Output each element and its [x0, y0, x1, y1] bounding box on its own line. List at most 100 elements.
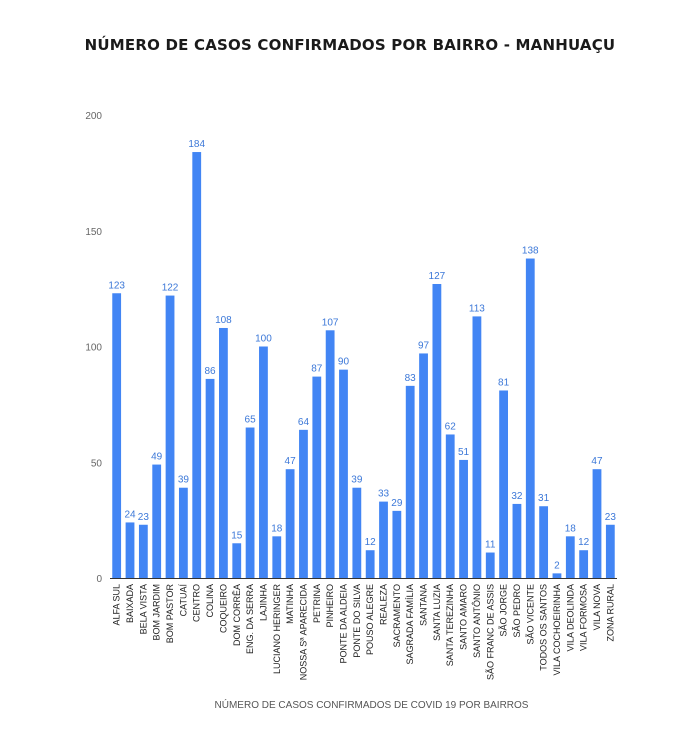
category-label: SANTA TEREZINHA: [445, 584, 455, 666]
data-label: 47: [591, 456, 603, 467]
y-tick-label: 50: [91, 458, 103, 469]
data-label: 100: [255, 334, 272, 345]
chart-title: NÚMERO DE CASOS CONFIRMADOS POR BAIRRO -…: [84, 36, 616, 54]
category-label: BELA VISTA: [138, 584, 148, 634]
data-label: 31: [538, 493, 550, 504]
data-label: 83: [405, 373, 417, 384]
data-label: 81: [498, 377, 510, 388]
category-label: ALFA SUL: [112, 584, 122, 626]
y-axis: 0 50 100 150 200: [85, 111, 102, 585]
data-label: 32: [511, 491, 523, 502]
category-label: PONTE DO SILVA: [352, 584, 362, 658]
category-label: LAJINHA: [258, 584, 268, 621]
data-label: 90: [338, 357, 350, 368]
bar: [459, 459, 468, 578]
bars: [112, 152, 615, 579]
category-label: SACRAMENTO: [392, 584, 402, 647]
data-label: 108: [215, 315, 232, 326]
category-label: PETRINA: [312, 584, 322, 623]
data-label: 29: [391, 498, 403, 509]
category-label: SAGRADA FAMÍLIA: [405, 584, 415, 665]
data-label: 39: [178, 475, 190, 486]
category-label: PONTE DA ALDEIA: [338, 584, 348, 664]
category-label: CATUAÍ: [178, 584, 188, 617]
data-label: 113: [469, 303, 485, 314]
bar: [365, 550, 375, 578]
bar: [285, 469, 295, 578]
category-label: VILA NOVA: [592, 584, 602, 630]
category-label: VILA DEOLINDA: [565, 584, 575, 652]
bar: [419, 353, 428, 578]
bar: [325, 330, 335, 578]
data-label: 87: [311, 364, 323, 375]
data-label: 15: [231, 530, 243, 541]
category-label: BAIXADA: [125, 584, 135, 623]
data-label: 107: [322, 317, 339, 328]
category-label: COLINA: [205, 584, 215, 618]
data-label: 127: [429, 271, 446, 282]
category-label: VILA COCHOEIRINHA: [552, 584, 562, 676]
data-label: 18: [271, 523, 283, 534]
bar: [592, 469, 602, 578]
bar: [165, 295, 175, 578]
category-label: ZONA RURAL: [605, 584, 615, 642]
bar: [499, 390, 508, 578]
category-label: CENTRO: [192, 584, 202, 622]
category-label: ENG. DA SERRA: [245, 584, 255, 654]
data-label: 47: [285, 456, 297, 467]
category-label: VILA FORMOSA: [579, 584, 589, 651]
bar: [485, 552, 495, 578]
category-label: LUCIANO HERINGER: [272, 584, 282, 675]
bar: [379, 501, 388, 578]
bar: [192, 152, 202, 579]
data-label: 23: [605, 512, 617, 523]
category-label: TODOS OS SANTOS: [539, 584, 549, 671]
category-label: DOM CORRÊA: [232, 584, 242, 646]
bar: [472, 316, 482, 578]
category-label: SÃO PEDRO: [512, 584, 522, 638]
category-label: SANTO ANTÔNIO: [472, 584, 482, 658]
y-tick-label: 150: [85, 227, 102, 238]
bar: [152, 464, 162, 578]
data-label: 12: [578, 537, 590, 548]
data-label: 184: [188, 139, 205, 150]
y-tick-label: 100: [85, 343, 102, 354]
bar: [339, 369, 348, 578]
bar: [125, 522, 135, 578]
bar: [539, 506, 549, 578]
data-label: 24: [124, 509, 136, 520]
category-label: REALEZA: [379, 584, 389, 625]
data-label: 138: [522, 246, 539, 257]
bar: [552, 573, 562, 578]
bar: [219, 327, 228, 578]
bar: [138, 524, 148, 578]
data-label: 65: [245, 415, 257, 426]
data-label: 86: [205, 366, 217, 377]
y-tick-label: 200: [85, 111, 102, 122]
category-label: SÃO JORGE: [499, 584, 509, 637]
data-label: 11: [485, 540, 496, 551]
bar: [605, 524, 615, 578]
y-tick-label: 0: [96, 574, 102, 585]
category-label: BOM JARDIM: [152, 584, 162, 641]
data-label: 33: [378, 489, 390, 500]
bar: [112, 293, 122, 578]
category-label: NOSSA Sª APARECIDA: [298, 584, 308, 680]
data-label: 123: [108, 280, 125, 291]
data-label: 2: [554, 560, 560, 571]
data-label: 62: [445, 421, 457, 432]
category-label: BOM PASTOR: [165, 584, 175, 644]
data-label: 49: [151, 452, 163, 463]
bar: [259, 346, 268, 578]
bar: [432, 283, 442, 578]
bar: [392, 510, 402, 578]
category-label: PINHEIRO: [325, 584, 335, 628]
category-label: MATINHA: [285, 584, 295, 624]
category-label: COQUEIRO: [218, 584, 228, 633]
category-label: SANTANA: [419, 584, 429, 626]
data-label: 39: [351, 475, 363, 486]
bar: [579, 550, 589, 578]
bar: [445, 434, 455, 578]
